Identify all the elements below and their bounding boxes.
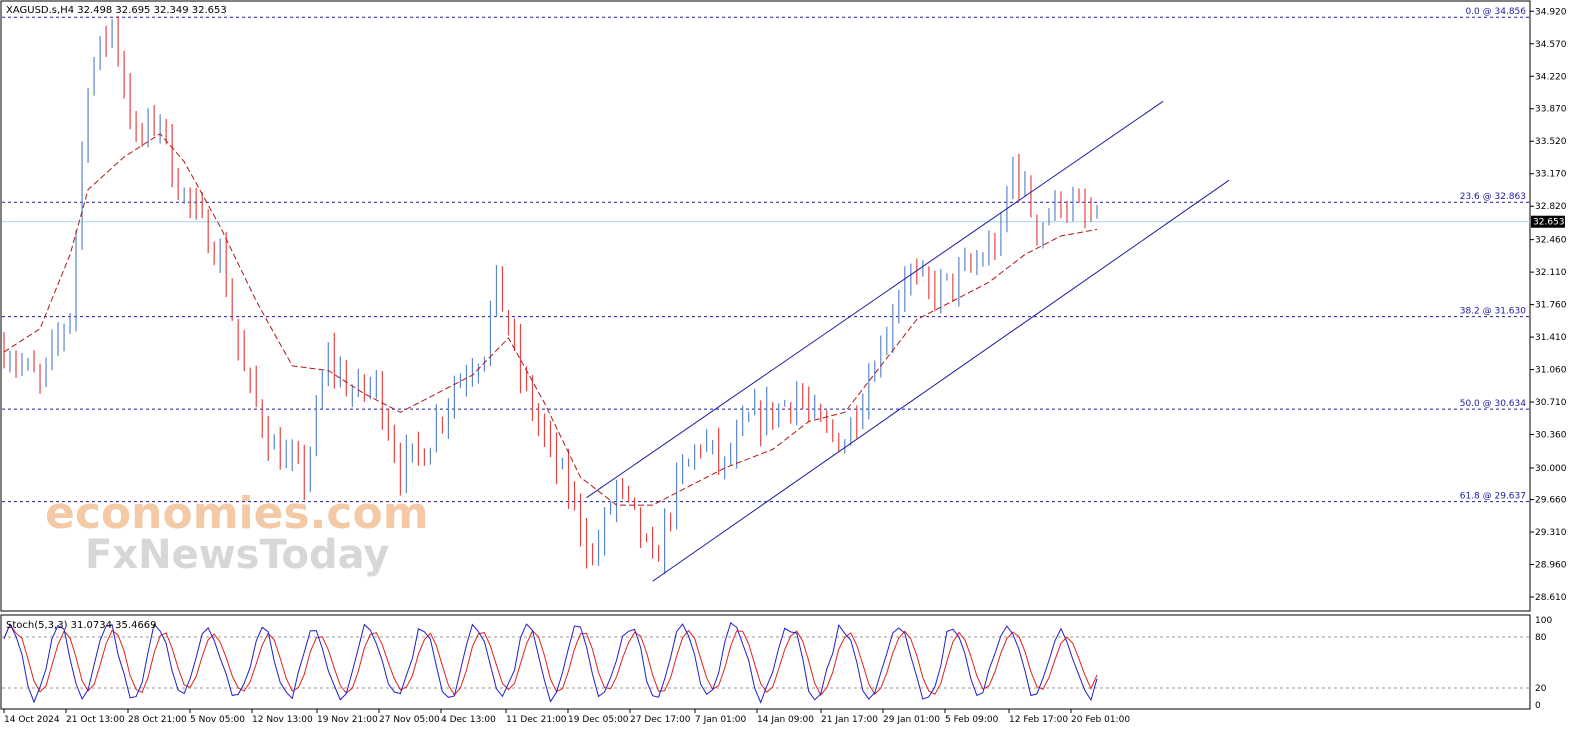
time-tick-label: 14 Jan 09:00 <box>757 715 814 725</box>
stoch-signal-line <box>3 623 1098 697</box>
price-tick-label: 31.060 <box>1535 366 1567 376</box>
time-tick-label: 20 Feb 01:00 <box>1071 715 1130 725</box>
fib-level-label: 0.0 @ 34.856 <box>1465 7 1526 17</box>
price-tick-label: 28.960 <box>1535 561 1567 571</box>
time-tick-label: 12 Feb 17:00 <box>1009 715 1068 725</box>
price-tick-label: 30.000 <box>1535 464 1567 474</box>
time-tick-label: 7 Jan 01:00 <box>695 715 747 725</box>
price-tick-label: 30.360 <box>1535 431 1567 441</box>
price-tick-label: 30.710 <box>1535 398 1567 408</box>
price-tick-label: 34.570 <box>1535 40 1567 50</box>
fib-level-label: 23.6 @ 32.863 <box>1460 192 1526 202</box>
stoch-axis-label: 0 <box>1535 701 1541 711</box>
time-tick-label: 19 Dec 05:00 <box>568 715 629 725</box>
price-tick-label: 29.660 <box>1535 496 1567 506</box>
watermark-fxnewstoday: FxNewsToday <box>85 532 389 578</box>
time-tick-label: 12 Nov 13:00 <box>252 715 313 725</box>
stoch-axis-label: 20 <box>1535 684 1547 694</box>
price-tick-label: 33.170 <box>1535 170 1567 180</box>
stoch-axis-label: 80 <box>1535 633 1547 643</box>
symbol-header: XAGUSD.s,H4 32.498 32.695 32.349 32.653 <box>6 5 227 16</box>
time-tick-label: 5 Nov 05:00 <box>190 715 245 725</box>
price-tick-label: 34.920 <box>1535 7 1567 17</box>
price-tick-label: 34.220 <box>1535 72 1567 82</box>
time-tick-label: 28 Oct 21:00 <box>128 715 187 725</box>
channel-upper-line <box>586 100 1164 499</box>
time-tick-label: 27 Nov 05:00 <box>379 715 440 725</box>
time-tick-label: 4 Dec 13:00 <box>441 715 496 725</box>
price-axis: 34.920 34.570 34.220 33.870 33.520 33.170 32.8… <box>1530 7 1567 603</box>
fibonacci-levels: 0.0 @ 34.856 23.6 @ 32.863 38.2 @ 31.630 50… <box>2 7 1530 503</box>
fib-level-label: 61.8 @ 29.637 <box>1460 492 1526 502</box>
time-tick-label: 21 Oct 13:00 <box>66 715 125 725</box>
price-tick-label: 28.610 <box>1535 593 1567 603</box>
stochastic-oscillator: 100 80 20 0 <box>2 616 1552 711</box>
fib-level-label: 50.0 @ 30.634 <box>1460 399 1527 409</box>
price-tick-label: 31.410 <box>1535 333 1567 343</box>
price-tick-label: 33.520 <box>1535 137 1567 147</box>
current-price-tag <box>1531 215 1565 228</box>
price-tick-label: 31.760 <box>1535 301 1567 311</box>
moving-average-line <box>3 133 1098 506</box>
time-tick-label: 14 Oct 2024 <box>4 715 60 725</box>
candles <box>3 15 1098 575</box>
time-tick-label: 19 Nov 21:00 <box>317 715 378 725</box>
watermark: economies.com FxNewsToday <box>45 488 429 578</box>
time-tick-label: 21 Jan 17:00 <box>821 715 878 725</box>
main-plot-frame <box>0 0 1531 612</box>
time-tick-label: 5 Feb 09:00 <box>945 715 999 725</box>
time-tick-label: 11 Dec 21:00 <box>506 715 567 725</box>
time-axis: 14 Oct 2024 21 Oct 13:00 28 Oct 21:00 5 Nov… <box>3 709 1130 725</box>
current-price-value: 32.653 <box>1533 218 1565 228</box>
watermark-economies: economies.com <box>45 488 429 539</box>
stoch-plot-frame <box>0 614 1531 710</box>
stoch-axis-label: 100 <box>1535 616 1552 626</box>
price-tick-label: 33.870 <box>1535 105 1567 115</box>
price-tick-label: 32.110 <box>1535 268 1567 278</box>
fib-level-label: 38.2 @ 31.630 <box>1460 307 1527 317</box>
price-tick-label: 29.310 <box>1535 528 1567 538</box>
stoch-label: Stoch(5,3,3) 31.0734 35.4669 <box>6 620 157 631</box>
time-tick-label: 29 Jan 01:00 <box>883 715 940 725</box>
time-tick-label: 27 Dec 17:00 <box>630 715 691 725</box>
price-tick-label: 32.820 <box>1535 202 1567 212</box>
stoch-main-line <box>3 621 1098 704</box>
price-tick-label: 32.460 <box>1535 236 1567 246</box>
chart-overlays <box>3 100 1230 582</box>
channel-lower-line <box>652 179 1230 582</box>
